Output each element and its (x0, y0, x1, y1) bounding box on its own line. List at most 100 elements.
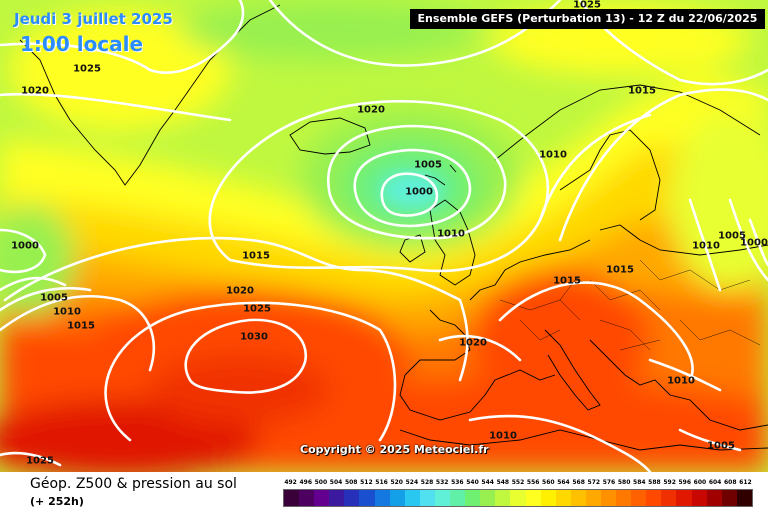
isobar-label: 1005 (718, 230, 746, 242)
isobar-1005-low (353, 148, 472, 228)
isobar-label: 1010 (667, 375, 695, 387)
legend-value: 568 (572, 479, 585, 486)
isobar-1000-east (748, 218, 768, 267)
forecast-hour: (+ 252h) (30, 495, 84, 508)
isobar-label: 1000 (405, 186, 433, 198)
legend-value: 516 (375, 479, 388, 486)
legend-value: 492 (284, 479, 297, 486)
coastlines (19, 4, 768, 451)
map-title: Géop. Z500 & pression au sol (30, 476, 237, 492)
legend-swatch (631, 490, 647, 506)
isobar-1015-west (0, 294, 155, 372)
weather-map: 1025 1025 1020 1020 1015 1010 1005 1000 … (0, 0, 768, 472)
legend-swatch (570, 490, 586, 506)
legend-value: 584 (633, 479, 646, 486)
legend-swatch (706, 490, 722, 506)
isobar-1000-west (0, 228, 47, 274)
isobar-1010-west (0, 286, 92, 312)
legend-swatch (299, 490, 315, 506)
legend-swatch (585, 490, 601, 506)
legend-swatch (329, 490, 345, 506)
legend-value: 600 (693, 479, 707, 486)
isobar-label: 1020 (21, 85, 49, 97)
legend-swatch (404, 490, 420, 506)
isobar-1025-southwest (0, 451, 62, 467)
legend-swatch (721, 490, 737, 506)
legend-value: 576 (602, 479, 616, 486)
map-canvas (0, 0, 768, 472)
legend-value: 596 (678, 479, 692, 486)
legend-value: 612 (739, 479, 752, 486)
isobar-label: 1015 (606, 264, 634, 276)
legend-value: 528 (420, 479, 434, 486)
isobar-1005-southeast (678, 428, 742, 452)
legend-swatch (510, 490, 526, 506)
isobar-label: 1005 (707, 440, 735, 452)
legend-swatch (480, 490, 496, 506)
isobars (0, 0, 768, 472)
western-europe-coast (399, 239, 591, 421)
isobar-label: 1025 (73, 63, 101, 75)
legend-value: 564 (557, 479, 570, 486)
legend-swatch (495, 490, 511, 506)
legend-value: 508 (344, 479, 358, 486)
legend-value: 608 (723, 479, 737, 486)
legend-value: 588 (648, 479, 661, 486)
legend-swatch (284, 490, 300, 506)
isobar-label: 1025 (26, 455, 54, 467)
faroes-shetland-coast (424, 164, 457, 186)
isobar-1015-central (498, 281, 694, 382)
legend-value: 532 (435, 479, 449, 486)
africa-coast (399, 429, 768, 451)
legend-value: 504 (329, 479, 343, 486)
isobar-1005-west (0, 276, 67, 292)
legend-value: 500 (314, 479, 328, 486)
legend-swatch (419, 490, 435, 506)
legend-swatch (540, 490, 556, 506)
legend-value: 592 (663, 479, 676, 486)
isobar-1025-high-outer (104, 301, 397, 442)
legend-swatch (374, 490, 390, 506)
legend-value: 548 (496, 479, 510, 486)
legend-swatch (314, 490, 330, 506)
legend-swatch (676, 490, 692, 506)
isobar-label: 1015 (67, 320, 95, 332)
isobar-1020-central (438, 334, 522, 362)
isobar-1010-scandinavia (538, 113, 652, 222)
isobar-1010-south (468, 414, 652, 472)
isobar-1010-east (688, 198, 722, 292)
legend-swatch (389, 490, 405, 506)
isobar-low-center (380, 172, 439, 217)
isobar-label: 1015 (553, 275, 581, 287)
legend-swatch (450, 490, 466, 506)
legend-swatch (344, 490, 360, 506)
forecast-date: Jeudi 3 juillet 2025 (14, 10, 173, 28)
geopotential-field (0, 0, 768, 472)
legend-swatch (434, 490, 451, 506)
legend-swatch (525, 490, 541, 506)
isobar-label: 1010 (53, 306, 81, 318)
legend-swatch (359, 490, 375, 506)
legend-swatch (736, 490, 752, 506)
legend-labels: 492 496 500 504 508 512 516 520 524 528 532 536 540 5… (283, 479, 753, 489)
legend-value: 604 (708, 479, 722, 486)
legend-value: 524 (405, 479, 419, 486)
legend-value: 572 (587, 479, 601, 486)
legend-swatch (600, 490, 617, 506)
legend-value: 552 (511, 479, 525, 486)
isobar-1010-southeast (648, 358, 722, 392)
isobar-1005-east (728, 198, 768, 282)
borders (499, 259, 761, 351)
legend-value: 540 (466, 479, 479, 486)
model-run-label: Ensemble GEFS (Perturbation 13) - 12 Z d… (410, 9, 765, 29)
forecast-local-time: 1:00 locale (20, 32, 144, 56)
legend-value: 580 (617, 479, 631, 486)
isobar-1020-north (0, 92, 232, 122)
britain-coast (399, 199, 476, 286)
scandinavia-coast (494, 84, 768, 256)
isobar-label: 1000 (740, 237, 768, 249)
legend-value: 560 (542, 479, 555, 486)
isobar-label: 1030 (240, 331, 268, 343)
map-footer: Géop. Z500 & pression au sol (+ 252h) 49… (0, 472, 768, 512)
isobar-label: 1020 (357, 104, 385, 116)
